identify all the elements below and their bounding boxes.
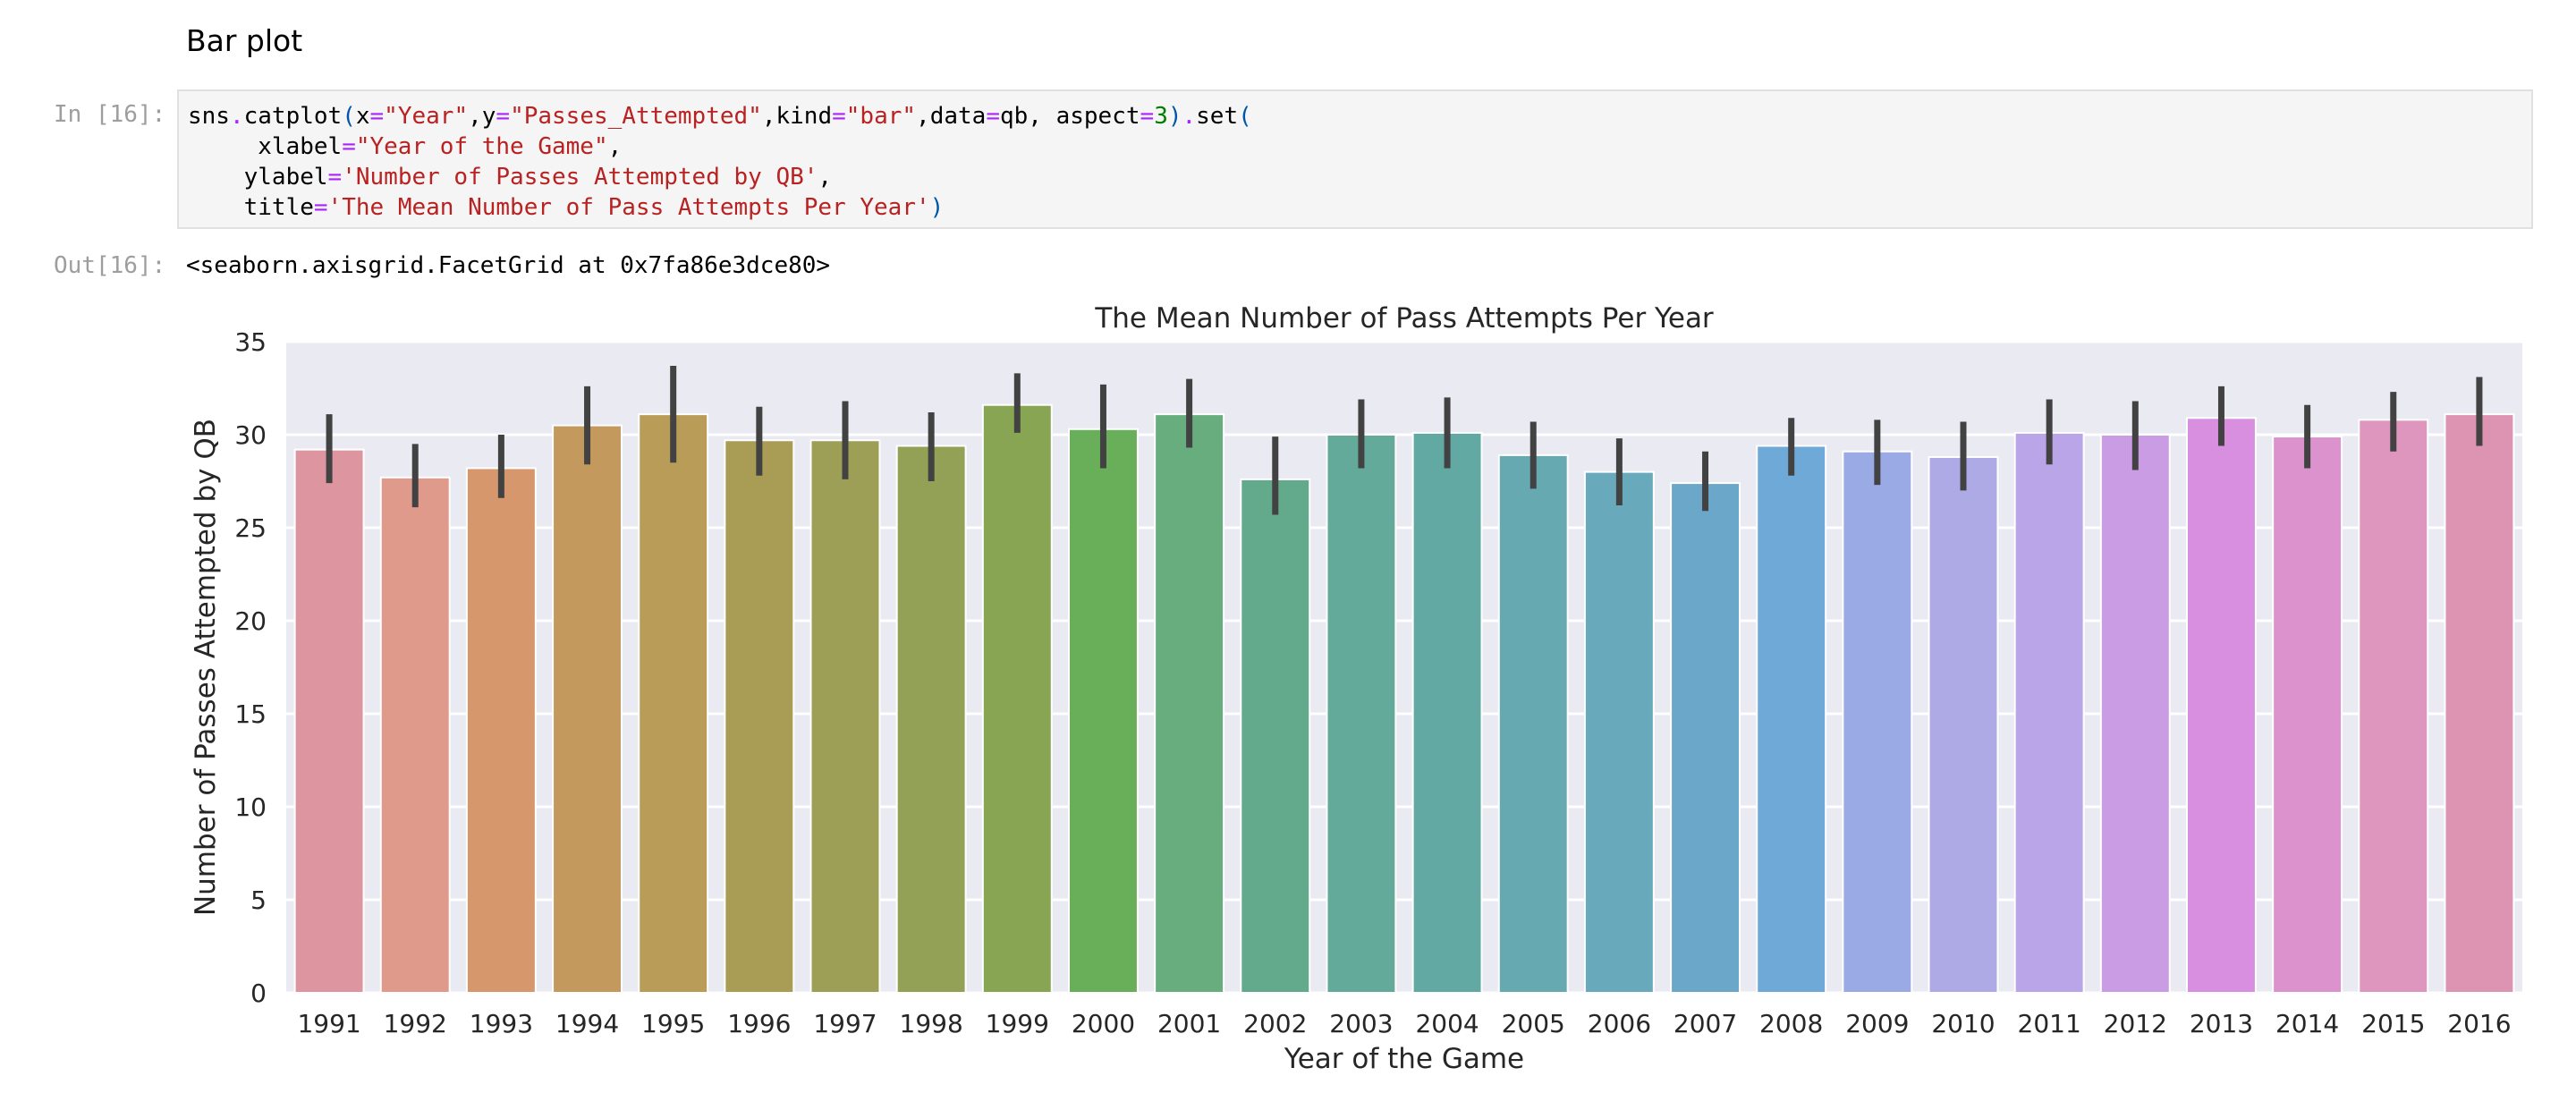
bar-2010: [1928, 455, 1999, 994]
x-tick-label: 2013: [2190, 1009, 2253, 1038]
x-tick-label: 2002: [1243, 1009, 1307, 1038]
bar-2009: [1842, 450, 1913, 995]
y-axis-label: Number of Passes Attempted by QB: [190, 419, 222, 916]
x-tick-label: 2011: [2018, 1009, 2081, 1038]
chart-title: The Mean Number of Pass Attempts Per Yea…: [1094, 302, 1714, 335]
y-tick-label: 35: [234, 327, 267, 357]
x-tick-label: 1997: [813, 1009, 877, 1038]
x-tick-label: 1994: [555, 1009, 619, 1038]
x-tick-label: 2004: [1415, 1009, 1479, 1038]
y-tick-label: 25: [234, 513, 267, 543]
x-tick-label: 2014: [2275, 1009, 2339, 1038]
bar-2003: [1326, 434, 1397, 994]
bar-2013: [2186, 417, 2257, 994]
x-tick-label: 2001: [1157, 1009, 1221, 1038]
bar-1992: [379, 476, 451, 994]
bar-2000: [1068, 428, 1139, 994]
bar-1996: [724, 439, 795, 995]
bar-2005: [1497, 453, 1569, 994]
x-axis-label: Year of the Game: [1284, 1043, 1524, 1075]
x-tick-label: 2010: [1931, 1009, 1995, 1038]
bar-2007: [1670, 482, 1741, 994]
x-tick-label: 1996: [727, 1009, 791, 1038]
code-line-1: sns.catplot(x="Year",y="Passes_Attempted…: [188, 103, 1252, 130]
bar-2002: [1240, 478, 1311, 995]
bar-1993: [465, 467, 537, 994]
x-tick-label: 2015: [2361, 1009, 2425, 1038]
x-tick-labels: 1991 1992 1993 1994 1995 1996 1997 1998 1999 2000…: [297, 1009, 2511, 1038]
x-tick-label: 2016: [2447, 1009, 2511, 1038]
bar-1998: [895, 445, 967, 995]
x-tick-label: 1992: [384, 1009, 447, 1038]
output-text: <seaborn.axisgrid.FacetGrid at 0x7fa86e3…: [186, 252, 831, 279]
error-bars: [326, 366, 2483, 515]
x-tick-label: 2005: [1502, 1009, 1565, 1038]
x-tick-label: 1998: [900, 1009, 963, 1038]
bar-1997: [809, 439, 881, 995]
x-tick-label: 1995: [641, 1009, 705, 1038]
bar-2011: [2013, 431, 2085, 995]
y-tick-label: 10: [234, 792, 267, 822]
bar-1995: [638, 413, 709, 994]
x-tick-label: 1991: [297, 1009, 360, 1038]
bar-2015: [2358, 419, 2429, 995]
bar-1994: [552, 424, 623, 995]
bar-2001: [1154, 413, 1225, 994]
x-tick-label: 2003: [1329, 1009, 1393, 1038]
y-tick-labels: 0 5 10 15 20 25 30 35: [234, 327, 267, 1008]
code-cell[interactable]: sns.catplot(x="Year",y="Passes_Attempted…: [177, 89, 2533, 229]
x-tick-label: 1993: [470, 1009, 533, 1038]
bar-2014: [2272, 436, 2343, 994]
y-tick-label: 15: [234, 699, 267, 729]
bar-2016: [2444, 413, 2515, 994]
code-line-2: xlabel="Year of the Game",: [188, 133, 623, 160]
x-tick-label: 2009: [1845, 1009, 1909, 1038]
section-heading: Bar plot: [186, 23, 303, 58]
y-tick-label: 0: [250, 979, 267, 1008]
y-tick-label: 20: [234, 606, 267, 636]
bars: [293, 403, 2515, 995]
bar-2012: [2099, 434, 2171, 994]
x-tick-label: 2006: [1588, 1009, 1651, 1038]
bar-1991: [293, 448, 365, 994]
y-tick-label: 5: [250, 885, 267, 915]
bar-1999: [981, 403, 1053, 995]
input-prompt: In [16]:: [54, 101, 166, 128]
bar-2004: [1411, 431, 1483, 995]
y-tick-label: 30: [234, 420, 267, 450]
bar-2006: [1583, 470, 1655, 995]
code-line-4: title='The Mean Number of Pass Attempts …: [188, 194, 945, 221]
output-prompt: Out[16]:: [54, 252, 166, 279]
x-tick-label: 2008: [1759, 1009, 1823, 1038]
x-tick-label: 1999: [986, 1009, 1049, 1038]
code-line-3: ylabel='Number of Passes Attempted by QB…: [188, 164, 833, 191]
bar-2008: [1756, 445, 1827, 995]
x-tick-label: 2007: [1674, 1009, 1737, 1038]
x-tick-label: 2012: [2104, 1009, 2167, 1038]
x-tick-label: 2000: [1072, 1009, 1135, 1038]
